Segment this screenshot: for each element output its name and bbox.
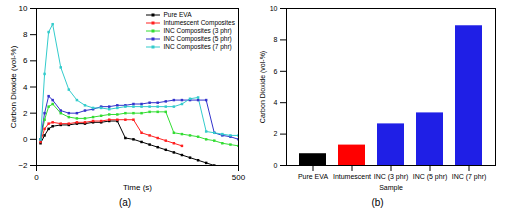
svg-text:6: 6 xyxy=(23,56,28,65)
svg-text:8: 8 xyxy=(274,36,278,43)
svg-text:0: 0 xyxy=(34,173,39,182)
html-text:(a): (a) xyxy=(118,197,132,208)
svg-text:INC (3 phr): INC (3 phr) xyxy=(374,173,409,181)
svg-text:6: 6 xyxy=(274,68,278,75)
svg-text:INC (7 phr): INC (7 phr) xyxy=(452,173,487,181)
svg-text:4: 4 xyxy=(274,99,278,106)
svg-text:0: 0 xyxy=(274,162,278,169)
svg-text:10: 10 xyxy=(270,5,278,12)
svg-text:8: 8 xyxy=(23,30,28,39)
svg-text:500: 500 xyxy=(232,173,246,182)
svg-text:Time (s): Time (s) xyxy=(123,183,152,192)
svg-text:Intumescent: Intumescent xyxy=(333,173,371,180)
html-text:INC Composites (5 phr): INC Composites (5 phr) xyxy=(163,35,232,42)
svg-text:Carbon Dioxide (vol-%): Carbon Dioxide (vol-%) xyxy=(9,45,18,128)
html-text:INC Composites (7 phr): INC Composites (7 phr) xyxy=(163,43,232,50)
svg-text:Carbon Dioxide (vol-%): Carbon Dioxide (vol-%) xyxy=(259,51,267,123)
svg-text:4: 4 xyxy=(23,83,28,92)
svg-text:10: 10 xyxy=(19,4,28,13)
svg-text:2: 2 xyxy=(23,109,28,118)
svg-text:INC (5 phr): INC (5 phr) xyxy=(413,173,448,181)
svg-text:Sample: Sample xyxy=(379,184,403,192)
svg-text:Pure EVA: Pure EVA xyxy=(298,173,329,180)
html-text:(b): (b) xyxy=(371,197,384,208)
svg-text:0: 0 xyxy=(23,135,28,144)
html-text:INC Composites (3 phr): INC Composites (3 phr) xyxy=(163,27,232,34)
html-text:Pure EVA: Pure EVA xyxy=(163,11,192,18)
svg-text:−2: −2 xyxy=(18,161,28,170)
html-text:Intumescent Composites: Intumescent Composites xyxy=(163,19,235,26)
svg-text:2: 2 xyxy=(274,130,278,137)
